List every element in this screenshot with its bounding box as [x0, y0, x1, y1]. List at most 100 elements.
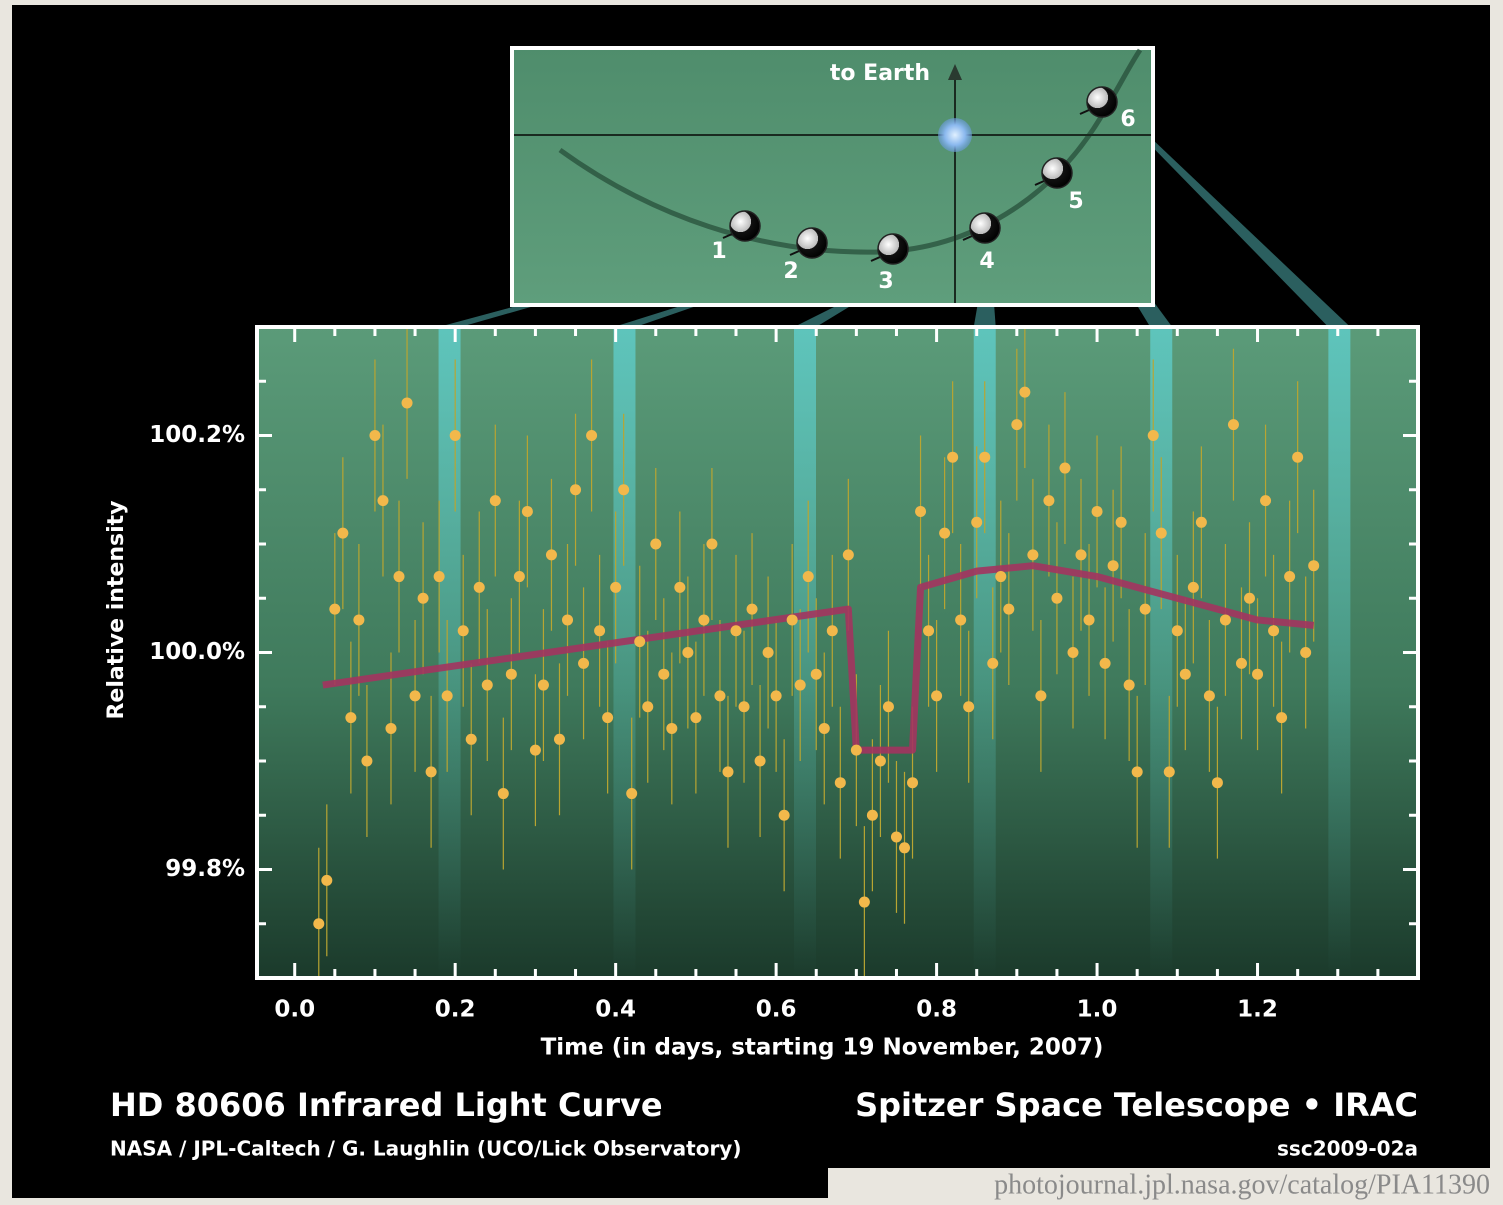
data-point: [650, 538, 662, 550]
data-point: [730, 625, 742, 637]
data-point: [602, 712, 614, 724]
data-point: [810, 668, 822, 680]
data-point: [714, 690, 726, 702]
image-id: ssc2009-02a: [1277, 1137, 1418, 1161]
data-point: [610, 581, 622, 593]
data-point: [626, 788, 638, 800]
data-point: [634, 636, 646, 648]
data-point: [369, 430, 381, 441]
planet-label: 3: [878, 269, 893, 294]
data-point: [738, 701, 750, 713]
data-point: [529, 744, 541, 756]
data-point: [570, 484, 582, 496]
data-point: [1284, 571, 1296, 583]
data-point: [786, 614, 798, 626]
planet-label: 6: [1120, 107, 1135, 132]
y-axis-label: Relative intensity: [104, 500, 129, 719]
data-point: [1019, 386, 1031, 398]
data-point: [385, 722, 397, 734]
data-point: [907, 777, 919, 789]
data-point: [642, 701, 654, 713]
data-point: [441, 690, 453, 702]
data-point: [963, 701, 975, 713]
time-band: [438, 327, 461, 978]
data-point: [939, 527, 951, 539]
planet-label: 2: [783, 259, 798, 284]
data-point: [409, 690, 421, 702]
data-point: [1051, 592, 1063, 604]
data-point: [1123, 679, 1135, 691]
data-point: [915, 505, 927, 517]
data-point: [794, 679, 806, 691]
source-url: photojournal.jpl.nasa.gov/catalog/PIA113…: [994, 1169, 1490, 1200]
plot-background: [257, 327, 1418, 978]
data-point: [329, 603, 341, 615]
data-point: [706, 538, 718, 550]
data-point: [497, 788, 509, 800]
data-point: [923, 625, 935, 637]
url-background: [828, 1168, 1503, 1205]
data-point: [1211, 777, 1223, 789]
data-point: [666, 722, 678, 734]
earth-arrow: [948, 64, 962, 80]
data-point: [1300, 647, 1312, 658]
star: [938, 118, 972, 152]
time-band: [973, 327, 996, 978]
data-point: [586, 430, 598, 441]
data-point: [545, 549, 557, 561]
data-point: [955, 614, 967, 626]
earth-label: to Earth: [830, 61, 930, 86]
data-point: [778, 809, 790, 821]
data-point: [1179, 668, 1191, 680]
data-point: [1260, 495, 1272, 507]
plot-area: [313, 327, 1351, 978]
data-point: [987, 657, 999, 669]
data-point: [401, 397, 413, 409]
planet-label: 4: [979, 249, 994, 274]
data-point: [618, 484, 630, 496]
data-point: [1219, 614, 1231, 626]
data-point: [722, 766, 734, 778]
x-tick-label: 1.0: [1077, 997, 1118, 1023]
data-point: [321, 874, 333, 886]
x-tick-label: 1.2: [1237, 997, 1278, 1023]
time-band: [1150, 327, 1173, 978]
planet: [729, 210, 761, 242]
data-point: [578, 657, 590, 669]
data-point: [1268, 625, 1280, 637]
chart-title: HD 80606 Infrared Light Curve: [110, 1086, 663, 1124]
data-point: [505, 668, 517, 680]
data-point: [1083, 614, 1095, 626]
data-point: [537, 679, 549, 691]
data-point: [682, 647, 694, 658]
data-point: [1147, 430, 1159, 441]
data-point: [1252, 668, 1264, 680]
x-axis-label: Time (in days, starting 19 November, 200…: [541, 1035, 1104, 1061]
data-point: [1171, 625, 1183, 637]
data-point: [1075, 549, 1087, 561]
planet: [796, 227, 828, 259]
data-point: [337, 527, 349, 539]
data-point: [417, 592, 429, 604]
data-point: [826, 625, 838, 637]
x-tick-label: 0.6: [756, 997, 797, 1023]
planet: [1086, 86, 1118, 118]
data-point: [931, 690, 943, 702]
data-point: [1292, 451, 1304, 463]
planet: [1041, 157, 1073, 189]
data-point: [457, 625, 469, 637]
plot-frame: [255, 325, 1420, 980]
planet-label: 5: [1068, 189, 1083, 214]
data-point: [1131, 766, 1143, 778]
data-point: [1091, 505, 1103, 517]
data-point: [866, 809, 878, 821]
data-point: [489, 495, 501, 507]
time-band: [613, 327, 636, 978]
data-point: [473, 581, 485, 593]
data-point: [1059, 462, 1071, 474]
axes: 0.0 0.2 0.4 0.6 0.8 1.0 1.2 99.8% 100.0% 100.2%: [149, 327, 1418, 1023]
data-point: [521, 505, 533, 517]
data-point: [1195, 516, 1207, 528]
data-point: [995, 571, 1007, 583]
data-point: [353, 614, 365, 626]
